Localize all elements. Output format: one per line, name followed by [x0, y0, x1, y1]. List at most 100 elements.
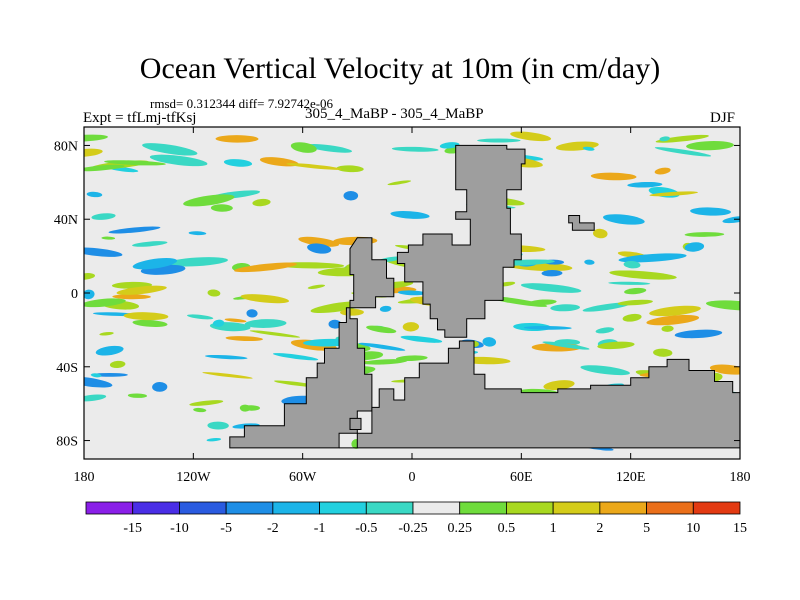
velocity-patch: [84, 164, 125, 172]
velocity-patch: [90, 373, 102, 378]
velocity-patch: [659, 136, 670, 142]
velocity-patch: [298, 236, 340, 247]
x-axis: 180 120W 60W 0 60E 120E 180: [74, 127, 751, 485]
velocity-patch: [215, 135, 259, 143]
velocity-patch: [618, 253, 687, 263]
velocity-patch: [307, 284, 326, 289]
velocity-patch: [223, 159, 253, 167]
velocity-patch: [582, 302, 631, 312]
velocity-patch: [91, 213, 116, 220]
velocity-patch: [343, 191, 359, 201]
stats-line: rmsd= 0.312344 diff= 7.92742e-06: [150, 96, 334, 111]
velocity-patch: [242, 405, 261, 411]
velocity-patch: [528, 299, 557, 306]
colorbar: -15 -10 -5 -2 -1 -0.5 -0.25 0.25 0.5 1 2 5 10 15: [85, 501, 747, 536]
colorbar-label: -0.5: [355, 521, 377, 536]
colorbar-box: [132, 501, 180, 515]
velocity-patch: [623, 260, 641, 269]
velocity-patch: [674, 329, 723, 339]
velocity-patch: [193, 407, 207, 413]
velocity-patch: [391, 146, 439, 152]
velocity-patch: [482, 337, 497, 347]
velocity-patch: [132, 241, 168, 247]
velocity-patch: [187, 314, 214, 320]
colorbar-box: [179, 501, 227, 515]
colorbar-box: [506, 501, 554, 515]
velocity-patch: [286, 163, 342, 170]
colorbar-box: [319, 501, 367, 515]
velocity-patch: [224, 318, 247, 323]
velocity-patch: [84, 247, 123, 257]
velocity-patch: [109, 360, 126, 369]
velocity-patch: [597, 341, 635, 350]
colorbar-box: [692, 501, 741, 515]
season-label: DJF: [710, 110, 736, 126]
colorbar-label: -1: [314, 521, 326, 536]
velocity-patch: [204, 354, 248, 360]
velocity-patch: [654, 167, 671, 175]
velocity-patch: [108, 226, 161, 234]
velocity-patch: [101, 236, 116, 240]
map-layer: [84, 127, 740, 459]
colorbar-label: -10: [170, 521, 189, 536]
velocity-patch: [439, 142, 460, 149]
velocity-patch: [646, 314, 700, 326]
velocity-patch: [690, 207, 731, 216]
land-mass: [568, 215, 595, 231]
velocity-patch: [116, 285, 167, 295]
colorbar-label: 0.25: [447, 521, 472, 536]
velocity-patch: [84, 289, 95, 300]
y-tick-label: 40N: [54, 213, 78, 228]
velocity-patch: [580, 365, 630, 376]
colorbar-box: [599, 501, 647, 515]
velocity-patch: [84, 273, 96, 280]
velocity-patch: [397, 290, 426, 296]
velocity-patch: [244, 319, 287, 328]
velocity-patch: [661, 325, 674, 332]
velocity-patch: [593, 228, 608, 239]
colorbar-box: [646, 501, 694, 515]
velocity-patch: [390, 210, 430, 219]
x-tick-label: 120E: [616, 470, 646, 485]
velocity-patch: [132, 258, 178, 270]
x-tick-label: 180: [730, 470, 751, 485]
velocity-patch: [520, 283, 582, 293]
velocity-patch: [99, 331, 114, 336]
velocity-patch: [336, 165, 364, 173]
velocity-patch: [541, 270, 563, 277]
velocity-patch: [95, 345, 124, 356]
velocity-patch: [84, 148, 103, 157]
colorbar-label: 2: [596, 521, 603, 536]
colorbar-box: [272, 501, 320, 515]
velocity-patch: [240, 294, 289, 304]
velocity-patch: [246, 309, 258, 318]
velocity-patch: [249, 330, 301, 338]
x-tick-label: 180: [74, 470, 95, 485]
colorbar-label: -5: [220, 521, 232, 536]
colorbar-box: [85, 501, 134, 515]
velocity-patch: [149, 154, 208, 167]
velocity-patch: [584, 259, 595, 265]
colorbar-box: [365, 501, 414, 515]
land-mass: [349, 417, 362, 430]
velocity-patch: [590, 172, 637, 181]
colorbar-label: -2: [267, 521, 279, 536]
velocity-patch: [542, 341, 590, 350]
land-mass: [229, 237, 395, 449]
velocity-patch: [595, 327, 615, 334]
velocity-patch: [627, 181, 663, 188]
colorbar-label: 15: [733, 521, 747, 536]
colorbar-label: 0.5: [498, 521, 516, 536]
velocity-patch: [684, 232, 725, 237]
runs-label: 305_4_MaBP - 305_4_MaBP: [305, 106, 484, 122]
velocity-patch: [655, 134, 709, 143]
velocity-patch: [366, 325, 397, 334]
velocity-patch: [306, 144, 353, 153]
velocity-patch: [609, 270, 677, 280]
velocity-patch: [290, 142, 317, 153]
velocity-patch: [188, 231, 207, 236]
velocity-patch: [624, 287, 647, 295]
velocity-patch: [202, 372, 253, 379]
velocity-patch: [207, 289, 221, 297]
velocity-patch: [602, 214, 645, 225]
